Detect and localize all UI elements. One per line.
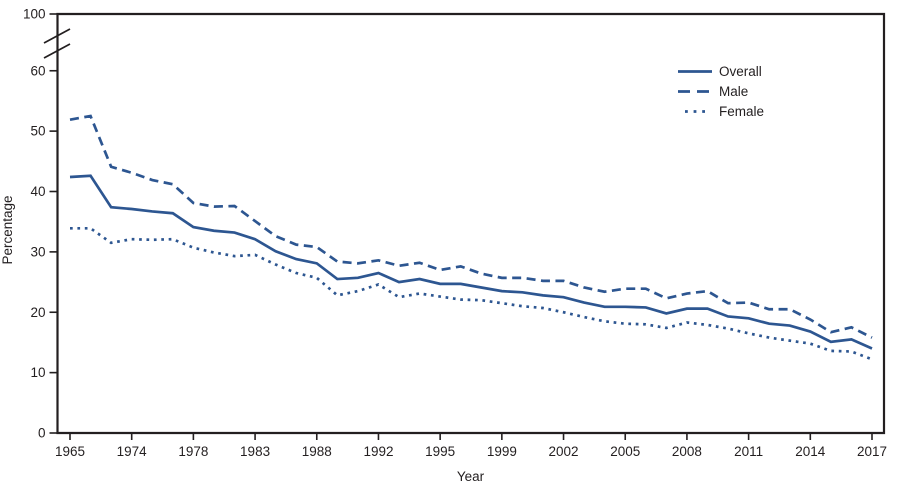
x-tick-label: 2005 [610,444,640,459]
x-axis-title: Year [456,469,485,484]
legend-label-female: Female [719,103,765,119]
y-tick-label: 100 [23,7,46,22]
legend-label-overall: Overall [719,63,762,79]
dashed-line-icon [678,89,712,93]
series-line-male [69,114,873,339]
legend-item-female: Female [678,101,764,121]
x-tick-label: 2008 [672,444,702,459]
x-tick-label: 1974 [117,444,148,459]
x-tick-label: 1978 [178,444,208,459]
x-tick-label: 1988 [302,444,332,459]
y-tick-label: 20 [30,305,45,320]
legend: Overall Male Female [678,61,764,121]
x-tick-label: 1965 [55,444,85,459]
x-tick-label: 2011 [734,444,763,459]
x-tick-label: 1995 [425,444,455,459]
dotted-line-icon [685,109,710,113]
x-tick-label: 1983 [240,444,270,459]
y-tick-label: 40 [30,184,45,199]
y-tick-label: 0 [38,426,46,441]
y-axis-title: Percentage [0,195,15,265]
legend-label-male: Male [719,83,749,99]
x-tick-label: 2017 [857,444,887,459]
solid-line-icon [678,69,712,73]
legend-item-male: Male [678,81,764,101]
axis-break-mark [43,28,71,44]
x-tick-label: 2014 [795,444,826,459]
y-tick-label: 10 [30,365,45,380]
axis-break-mark [43,43,71,59]
series-line-female [70,226,873,361]
x-tick-label: 2002 [549,444,579,459]
y-tick-label: 60 [30,63,45,78]
plot-frame [56,12,886,435]
y-tick-label: 50 [30,124,45,139]
legend-item-overall: Overall [678,61,764,81]
y-tick-label: 30 [30,244,45,259]
series-line-overall [69,174,873,350]
x-tick-label: 1992 [363,444,393,459]
x-tick-label: 1999 [487,444,517,459]
